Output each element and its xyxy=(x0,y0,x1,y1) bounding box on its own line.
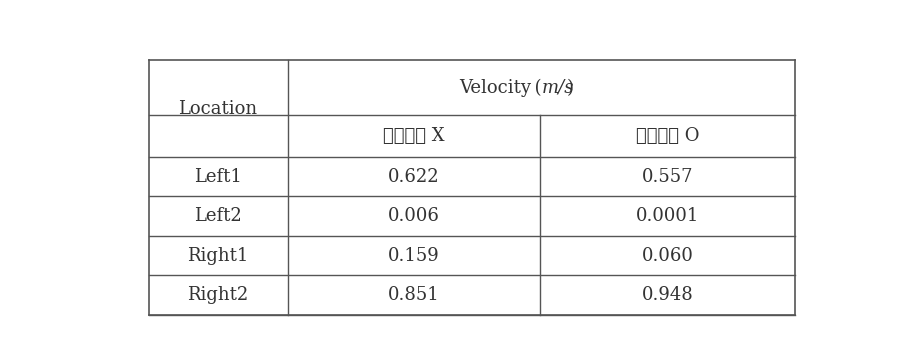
Text: Location: Location xyxy=(179,100,258,118)
Text: m/s: m/s xyxy=(541,79,574,97)
Text: Left1: Left1 xyxy=(194,168,242,186)
Text: 0.948: 0.948 xyxy=(641,286,693,304)
Text: 0.0001: 0.0001 xyxy=(636,207,699,225)
Text: Right1: Right1 xyxy=(188,246,249,265)
Text: ): ) xyxy=(567,79,573,97)
Text: Right2: Right2 xyxy=(188,286,249,304)
Text: 0.851: 0.851 xyxy=(388,286,440,304)
Text: 0.060: 0.060 xyxy=(641,246,694,265)
Text: 위상변화 X: 위상변화 X xyxy=(383,127,444,145)
Text: Velocity (: Velocity ( xyxy=(459,78,541,97)
Text: 위상변화 O: 위상변화 O xyxy=(636,127,699,145)
Text: 0.006: 0.006 xyxy=(387,207,440,225)
Text: 0.159: 0.159 xyxy=(388,246,440,265)
Text: Left2: Left2 xyxy=(194,207,242,225)
Text: 0.622: 0.622 xyxy=(388,168,440,186)
Text: 0.557: 0.557 xyxy=(642,168,693,186)
